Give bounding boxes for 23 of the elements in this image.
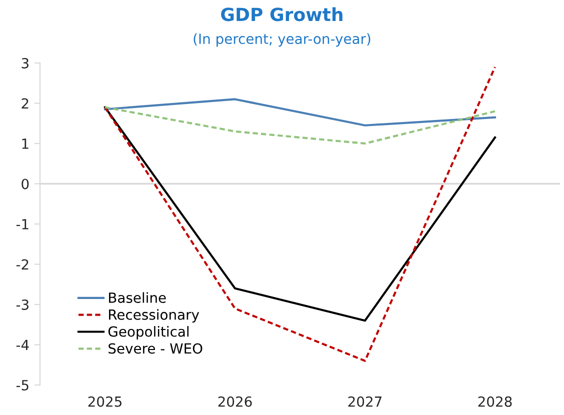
y-tick-label: 1 (22, 138, 28, 149)
legend-label: Baseline (109, 292, 166, 303)
y-tick-label: -5 (16, 380, 28, 390)
chart-title: GDP Growth (221, 7, 342, 22)
x-tick-label: 2025 (88, 396, 122, 407)
line-series (104, 98, 496, 126)
line-series (104, 106, 496, 145)
y-tick-label: -2 (16, 259, 28, 270)
x-tick-label: 2026 (218, 396, 252, 407)
legend-label: Severe - WEO (108, 343, 202, 354)
line-series (104, 106, 496, 322)
x-tick-label: 2027 (348, 396, 382, 407)
y-tick-label: 3 (22, 58, 28, 68)
y-tick-label: 0 (22, 178, 29, 190)
x-tick-label: 2028 (478, 396, 512, 407)
y-tick-label: 2 (22, 98, 28, 109)
chart-subtitle: (In percent; year-on-year) (194, 33, 370, 47)
y-tick-label: -3 (16, 299, 28, 310)
line-series (104, 66, 496, 362)
y-tick-label: -1 (16, 219, 28, 230)
legend-label: Recessionary (109, 309, 200, 323)
y-tick-label: -4 (16, 340, 29, 350)
legend-label: Geopolitical (108, 326, 189, 340)
